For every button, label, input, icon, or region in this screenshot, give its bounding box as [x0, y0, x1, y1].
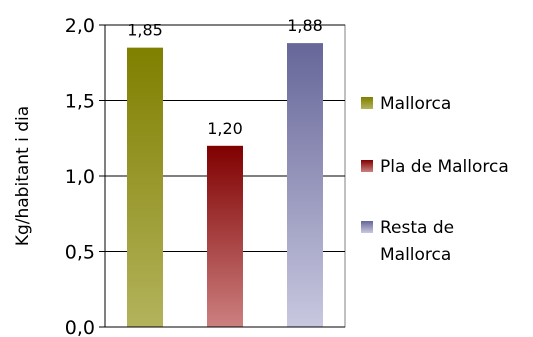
y-tick-label: 1,0	[65, 166, 95, 188]
data-label: 1,88	[287, 16, 323, 35]
y-axis-title: Kg/habitant i dia	[13, 106, 33, 246]
legend-label: Mallorca	[380, 94, 451, 114]
y-tick-label: 0,5	[65, 242, 95, 264]
y-axis-ticks: 0,0 0,5 1,0 1,5 2,0	[65, 15, 105, 337]
legend-label: Pla de Mallorca	[380, 157, 509, 177]
bar-pla-de-mallorca	[207, 145, 243, 327]
data-label: 1,85	[127, 21, 163, 40]
y-tick-label: 0,0	[65, 317, 95, 337]
bar-mallorca	[127, 47, 163, 328]
legend-label: Mallorca	[380, 245, 451, 265]
data-label: 1,20	[207, 119, 243, 138]
legend-label: Resta de	[380, 218, 454, 238]
y-tick-label: 2,0	[65, 15, 95, 37]
legend-swatch	[361, 160, 373, 172]
legend-swatch	[361, 97, 373, 109]
legend: Mallorca Pla de Mallorca Resta de Mallorca	[361, 94, 509, 265]
bar-resta-de-mallorca	[287, 43, 323, 328]
bars	[127, 43, 323, 328]
legend-swatch	[361, 221, 373, 233]
data-labels: 1,85 1,20 1,88	[127, 16, 323, 138]
y-tick-label: 1,5	[65, 91, 95, 113]
